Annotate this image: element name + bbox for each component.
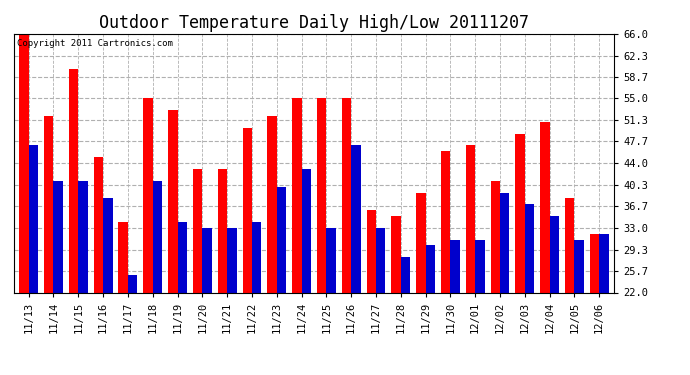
Bar (277, 187, 286, 292)
Bar (540, 122, 550, 292)
Bar (242, 128, 252, 292)
Bar (565, 198, 574, 292)
Bar (515, 134, 525, 292)
Bar (29, 146, 38, 292)
Bar (376, 228, 386, 292)
Bar (426, 246, 435, 292)
Bar (401, 257, 410, 292)
Bar (590, 234, 599, 292)
Bar (144, 99, 152, 292)
Bar (202, 228, 212, 292)
Bar (351, 146, 361, 292)
Bar (152, 181, 162, 292)
Bar (69, 69, 78, 292)
Bar (267, 116, 277, 292)
Text: Copyright 2011 Cartronics.com: Copyright 2011 Cartronics.com (17, 39, 172, 48)
Bar (317, 99, 326, 292)
Bar (44, 116, 54, 292)
Bar (441, 152, 451, 292)
Bar (302, 169, 311, 292)
Bar (78, 181, 88, 292)
Bar (525, 204, 534, 292)
Bar (366, 210, 376, 292)
Bar (193, 169, 202, 292)
Bar (103, 198, 112, 292)
Bar (416, 192, 426, 292)
Bar (326, 228, 336, 292)
Bar (599, 234, 609, 292)
Bar (128, 275, 137, 292)
Bar (574, 240, 584, 292)
Bar (168, 110, 177, 292)
Bar (391, 216, 401, 292)
Title: Outdoor Temperature Daily High/Low 20111207: Outdoor Temperature Daily High/Low 20111… (99, 14, 529, 32)
Bar (54, 181, 63, 292)
Bar (252, 222, 262, 292)
Bar (500, 192, 509, 292)
Bar (19, 34, 29, 292)
Bar (342, 99, 351, 292)
Bar (227, 228, 237, 292)
Bar (292, 99, 302, 292)
Bar (177, 222, 187, 292)
Bar (550, 216, 559, 292)
Bar (119, 222, 128, 292)
Bar (491, 181, 500, 292)
Bar (94, 157, 103, 292)
Bar (451, 240, 460, 292)
Bar (475, 240, 484, 292)
Bar (466, 146, 475, 292)
Bar (218, 169, 227, 292)
